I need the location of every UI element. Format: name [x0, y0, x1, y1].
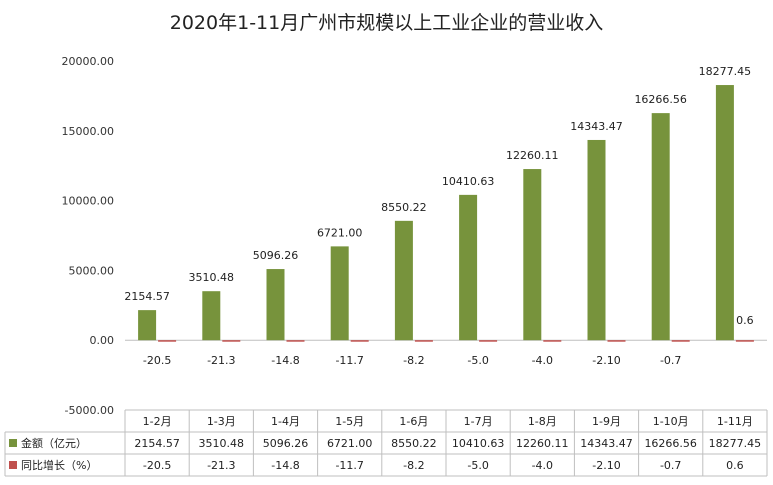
table-cell: -2.10 — [592, 459, 620, 472]
data-label-amount: 14343.47 — [570, 120, 623, 133]
data-label-amount: 8550.22 — [381, 201, 427, 214]
table-cell: 16266.56 — [644, 437, 697, 450]
bar-amount — [715, 85, 734, 341]
data-label-growth: -5.0 — [467, 354, 488, 367]
table-cell: 0.6 — [726, 459, 744, 472]
data-label-growth: 0.6 — [736, 314, 754, 327]
bar-growth — [479, 340, 498, 342]
data-label-growth: -2.10 — [592, 354, 620, 367]
x-tick-label: 1-8月 — [528, 415, 557, 428]
data-label-amount: 5096.26 — [253, 249, 299, 262]
bar-amount — [523, 169, 542, 341]
table-cell: -4.0 — [532, 459, 553, 472]
table-cell: 12260.11 — [516, 437, 569, 450]
legend-label: 金额（亿元） — [21, 436, 87, 450]
data-label-growth: -20.5 — [143, 354, 171, 367]
data-labels: 2154.57 -20.5 3510.48 -21.3 5096.26 -14.8 6721… — [124, 65, 753, 367]
table-cell: -11.7 — [335, 459, 363, 472]
legend-label: 同比增长（%） — [21, 458, 97, 472]
bar-growth — [671, 340, 690, 342]
bar-amount — [459, 194, 478, 341]
x-tick-label: 1-5月 — [335, 415, 364, 428]
bar-amount — [394, 220, 413, 341]
x-tick-label: 1-4月 — [271, 415, 300, 428]
bar-series — [138, 85, 754, 342]
bar-amount — [587, 139, 606, 341]
x-tick-label: 1-11月 — [717, 415, 753, 428]
table-cell: 8550.22 — [391, 437, 437, 450]
bar-amount — [266, 269, 285, 341]
table-cell: 18277.45 — [709, 437, 762, 450]
legend-swatch — [9, 461, 17, 469]
table-cell: 3510.48 — [199, 437, 245, 450]
x-tick-label: 1-3月 — [207, 415, 236, 428]
table-cell: -0.7 — [660, 459, 681, 472]
bar-growth — [286, 340, 305, 342]
table-cell: -5.0 — [467, 459, 488, 472]
bar-amount — [202, 291, 221, 341]
data-label-amount: 3510.48 — [189, 271, 235, 284]
x-tick-label: 1-9月 — [592, 415, 621, 428]
data-label-amount: 12260.11 — [506, 149, 559, 162]
data-label-growth: -14.8 — [271, 354, 299, 367]
table-cell: 2154.57 — [134, 437, 180, 450]
bar-amount — [330, 246, 349, 341]
data-label-growth: -21.3 — [207, 354, 235, 367]
chart-title: 2020年1-11月广州市规模以上工业企业的营业收入 — [169, 12, 604, 34]
data-label-amount: 16266.56 — [634, 93, 687, 106]
table-cell: 14343.47 — [580, 437, 633, 450]
bar-growth — [735, 340, 754, 342]
table-cell: -21.3 — [207, 459, 235, 472]
x-tick-label: 1-2月 — [143, 415, 172, 428]
y-tick-label: -5000.00 — [65, 404, 114, 417]
data-label-growth: -8.2 — [403, 354, 424, 367]
y-tick-label: 0.00 — [90, 334, 115, 347]
y-tick-label: 15000.00 — [62, 125, 115, 138]
x-tick-label: 1-6月 — [399, 415, 428, 428]
legend-swatch — [9, 439, 17, 447]
table-cell: -8.2 — [403, 459, 424, 472]
y-tick-label: 20000.00 — [62, 55, 115, 68]
data-label-amount: 6721.00 — [317, 226, 363, 239]
bar-growth — [158, 340, 177, 342]
table-cell: -20.5 — [143, 459, 171, 472]
bar-amount — [651, 113, 670, 341]
data-label-growth: -11.7 — [335, 354, 363, 367]
bar-growth — [607, 340, 626, 342]
data-label-growth: -4.0 — [532, 354, 553, 367]
x-tick-label: 1-10月 — [653, 415, 689, 428]
data-label-amount: 18277.45 — [699, 65, 752, 78]
y-tick-label: 10000.00 — [62, 195, 115, 208]
bar-amount — [138, 310, 157, 341]
data-label-amount: 2154.57 — [124, 290, 170, 303]
data-table: 1-2月 1-3月 1-4月 1-5月 1-6月 1-7月 1-8月 1-9月 1-10月 1-1… — [4, 409, 768, 477]
table-cell: 5096.26 — [263, 437, 309, 450]
bar-growth — [414, 340, 433, 342]
y-tick-label: 5000.00 — [69, 264, 115, 277]
data-label-amount: 10410.63 — [442, 175, 495, 188]
table-cell: -14.8 — [271, 459, 299, 472]
bar-growth — [543, 340, 562, 342]
table-cell: 10410.63 — [452, 437, 505, 450]
table-cell: 6721.00 — [327, 437, 373, 450]
bar-growth — [222, 340, 241, 342]
x-tick-label: 1-7月 — [464, 415, 493, 428]
bar-growth — [350, 340, 369, 342]
data-label-growth: -0.7 — [660, 354, 681, 367]
